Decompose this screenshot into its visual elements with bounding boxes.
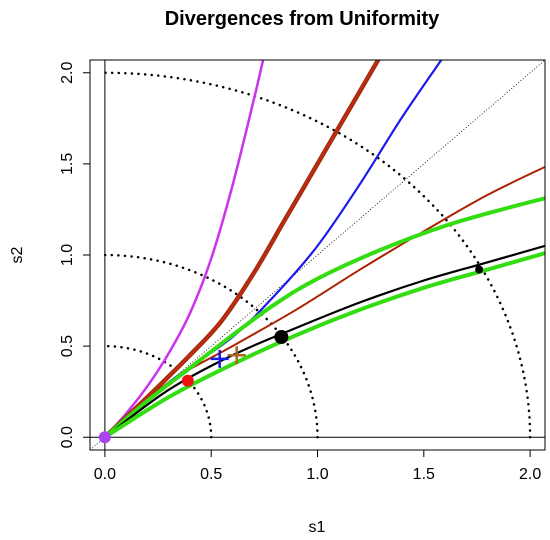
y-tick-label-2: 1.0 (59, 244, 76, 266)
marker-point-5 (475, 265, 484, 274)
series-line-5 (102, 196, 545, 440)
marker-point-0 (98, 431, 111, 444)
series-line-0 (103, 60, 265, 439)
x-tick-label-4: 2.0 (519, 466, 541, 483)
y-axis-label: s2 (9, 246, 26, 263)
series-line-7 (102, 251, 545, 440)
x-tick-label-0: 0.0 (94, 466, 116, 483)
x-axis-label: s1 (309, 519, 326, 536)
chart-title: Divergences from Uniformity (165, 8, 440, 30)
marker-point-1 (181, 374, 194, 387)
series-line-1 (102, 60, 381, 440)
y-tick-label-1: 0.5 (59, 335, 76, 357)
y-tick-label-0: 0.0 (59, 426, 76, 448)
x-axis: 0.0 0.5 1.0 1.5 2.0 (94, 450, 541, 483)
plot-area (90, 60, 545, 450)
marker-group (98, 265, 484, 444)
marker-plus-2 (210, 349, 229, 368)
y-tick-label-3: 1.5 (59, 153, 76, 175)
x-tick-label-1: 0.5 (200, 466, 222, 483)
x-tick-label-2: 1.0 (306, 466, 328, 483)
marker-plus-3 (227, 346, 246, 365)
series-group (102, 60, 545, 440)
marker-point-4 (274, 330, 289, 345)
y-axis: 0.0 0.5 1.0 1.5 2.0 (59, 62, 90, 448)
y-tick-label-4: 2.0 (59, 62, 76, 84)
series-line-6 (103, 244, 545, 439)
series-line-2 (103, 60, 380, 439)
x-tick-label-3: 1.5 (413, 466, 435, 483)
